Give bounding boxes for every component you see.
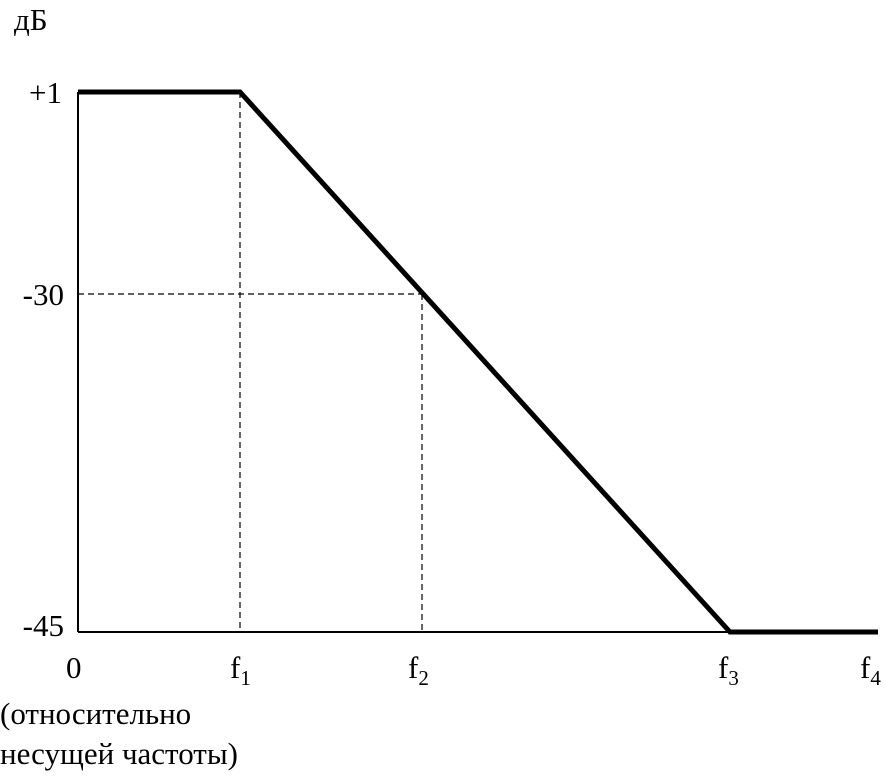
x-label: f2	[408, 650, 429, 690]
guide-lines	[78, 92, 423, 632]
x-note: несущей частоты)	[0, 736, 238, 771]
x-label: f3	[718, 650, 739, 690]
x-label-base: f	[230, 650, 241, 685]
y-label: -45	[23, 608, 64, 643]
y-label: -30	[23, 277, 64, 312]
x-label: 0	[66, 650, 82, 685]
x-label-base: f	[718, 650, 729, 685]
x-label-sub: 3	[728, 666, 739, 690]
x-note: (относительно	[0, 696, 191, 731]
y-label: +1	[29, 75, 62, 110]
x-label-base: f	[408, 650, 419, 685]
x-label: f4	[860, 650, 881, 690]
x-label-sub: 4	[870, 666, 881, 690]
mask-line	[78, 89, 878, 635]
x-label: f1	[230, 650, 251, 690]
x-label-sub: 1	[240, 666, 251, 690]
x-label-sub: 2	[418, 666, 429, 690]
y-unit: дБ	[14, 2, 48, 37]
x-label-base: 0	[66, 650, 82, 685]
x-label-base: f	[860, 650, 871, 685]
